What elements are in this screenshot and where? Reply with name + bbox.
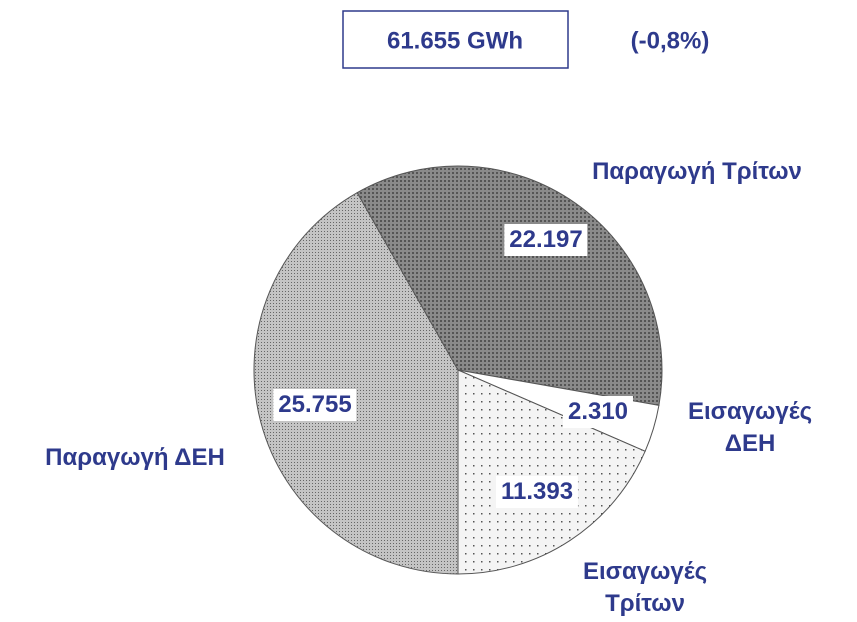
value-label: 25.755 [273,389,357,421]
pie [253,165,663,575]
value-label: 2.310 [562,396,634,428]
category-label: Παραγωγή ΔΕΗ [45,444,225,471]
value-label: 22.197 [504,224,588,256]
chart-title: 61.655 GWh [387,27,523,54]
category-label: Εισαγωγές Τρίτων [582,558,708,617]
category-label: Παραγωγή Τρίτων [592,158,802,185]
title-box [342,10,569,69]
category-label: Εισαγωγές ΔΕΗ [687,398,813,457]
value-label: 11.393 [495,476,579,508]
chart-subtitle: (-0,8%) [631,27,710,54]
